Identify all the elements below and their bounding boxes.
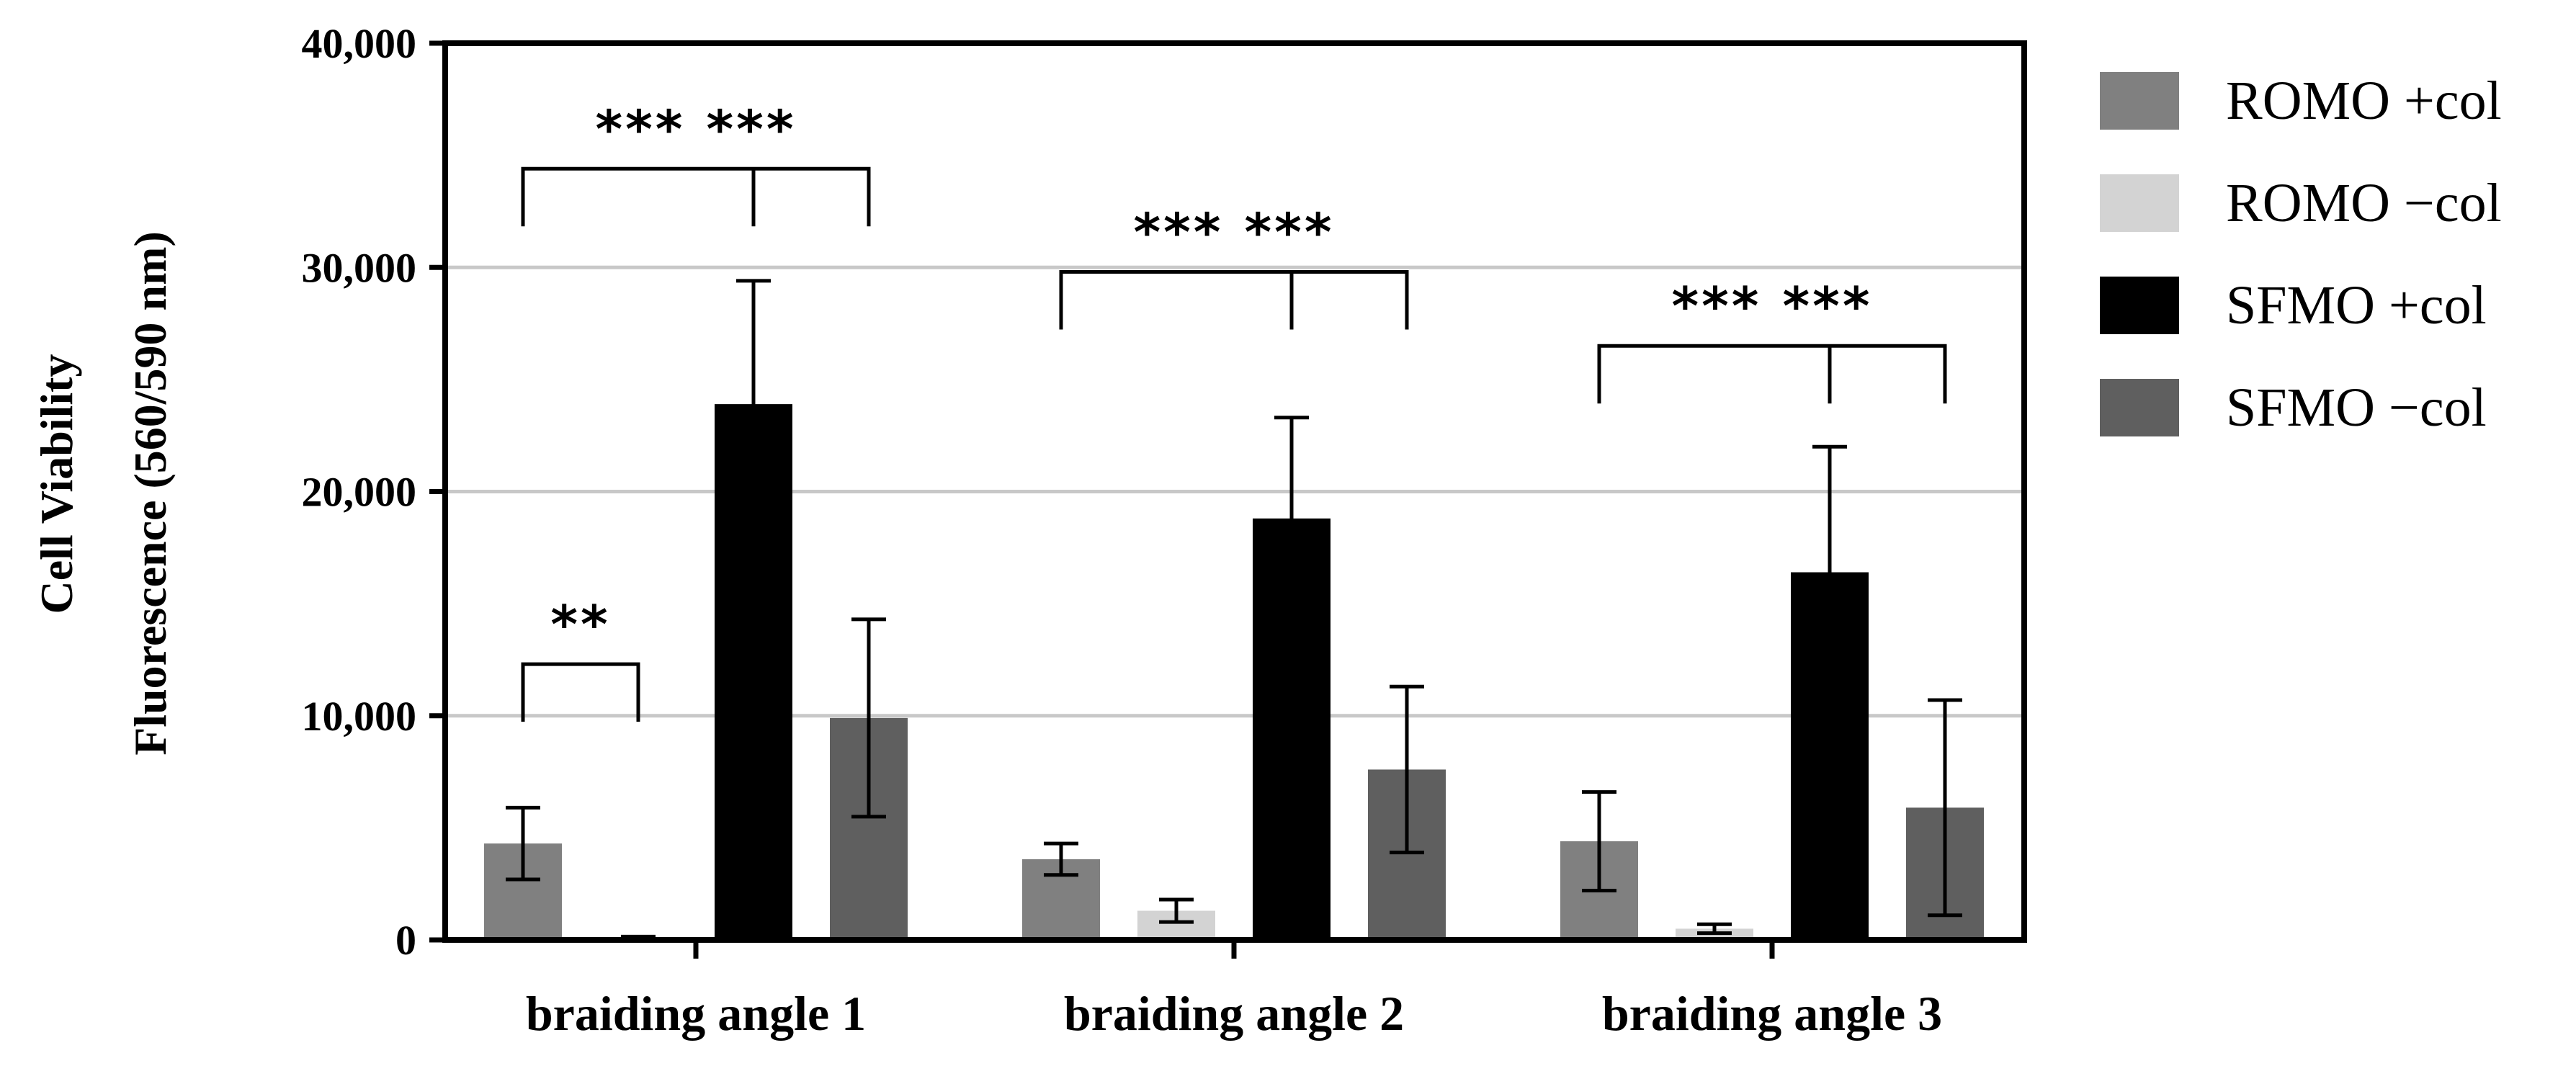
significance-bracket [1059, 269, 1409, 330]
significance-label: *** *** [1672, 276, 1873, 336]
bars [484, 404, 1984, 940]
significance-bracket [521, 662, 640, 722]
legend-label: SFMO +col [2226, 275, 2487, 336]
significance-label: ** [550, 594, 610, 655]
x-tick-label: braiding angle 1 [526, 986, 866, 1041]
y-axis-title-line1: Cell Viability [31, 354, 82, 614]
significance-bracket [521, 166, 871, 227]
legend-label: ROMO −col [2226, 173, 2502, 233]
significance-bracket [1597, 344, 1947, 404]
y-tick-label: 40,000 [302, 20, 417, 67]
legend-label: SFMO −col [2226, 377, 2487, 438]
legend-label: ROMO +col [2226, 71, 2502, 131]
significance-label: *** *** [596, 99, 797, 159]
x-tick-label: braiding angle 3 [1602, 986, 1942, 1041]
legend-swatch [2100, 379, 2179, 436]
legend-swatch [2100, 72, 2179, 130]
y-tick-label: 30,000 [302, 244, 417, 291]
axes [429, 40, 2027, 959]
y-tick-label: 10,000 [302, 693, 417, 740]
legend-swatch [2100, 174, 2179, 232]
y-axis-title-line2: Fluorescence (560/590 nm) [125, 231, 176, 756]
y-tick-label: 20,000 [302, 469, 417, 516]
significance-brackets: ** *** *** *** *** *** *** [521, 99, 1947, 722]
legend-swatch [2100, 277, 2179, 334]
legend: ROMO +col ROMO −col SFMO +col SFMO −col [2100, 71, 2502, 438]
axis-labels: Cell Viability Fluorescence (560/590 nm)… [31, 20, 1942, 1041]
gridlines [445, 265, 2024, 718]
x-tick-label: braiding angle 2 [1064, 986, 1404, 1041]
significance-label: *** *** [1134, 202, 1335, 262]
y-tick-label: 0 [395, 917, 416, 964]
